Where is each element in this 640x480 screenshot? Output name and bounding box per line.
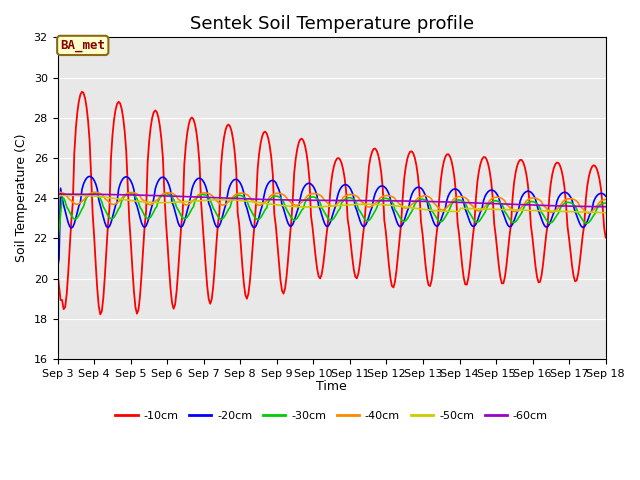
X-axis label: Time: Time [316,380,347,393]
-10cm [239,262,246,268]
-30cm [573,206,580,212]
-40cm [602,196,609,202]
-10cm [296,136,304,142]
-40cm [122,191,130,197]
-40cm [246,194,253,200]
-10cm [602,235,609,240]
-30cm [219,216,227,222]
-20cm [219,214,227,219]
Line: -40cm: -40cm [58,192,605,213]
-10cm [97,312,104,317]
Line: -50cm: -50cm [58,195,605,213]
-20cm [54,265,61,271]
Line: -10cm: -10cm [58,92,605,314]
-50cm [54,193,61,199]
-30cm [89,191,97,196]
-50cm [246,199,253,204]
-50cm [602,210,609,216]
-10cm [78,89,86,95]
Title: Sentek Soil Temperature profile: Sentek Soil Temperature profile [189,15,474,33]
-20cm [122,174,130,180]
-50cm [72,192,80,198]
-30cm [122,192,130,198]
-40cm [54,189,61,195]
-50cm [219,197,227,203]
-40cm [55,189,63,195]
-60cm [602,204,609,210]
-40cm [237,190,244,196]
-60cm [244,196,252,202]
-60cm [236,196,243,202]
-20cm [573,213,580,218]
-20cm [86,173,93,179]
-40cm [585,210,593,216]
-40cm [295,202,303,207]
Y-axis label: Soil Temperature (C): Soil Temperature (C) [15,134,28,263]
-30cm [246,206,253,212]
-10cm [124,184,132,190]
-60cm [54,191,61,197]
-50cm [295,204,303,210]
Line: -60cm: -60cm [58,194,605,207]
Legend: -10cm, -20cm, -30cm, -40cm, -50cm, -60cm: -10cm, -20cm, -30cm, -40cm, -50cm, -60cm [111,406,552,425]
-30cm [54,243,61,249]
-10cm [54,270,61,276]
-50cm [237,198,244,204]
Line: -30cm: -30cm [58,193,605,246]
-10cm [248,260,255,266]
-30cm [602,200,609,206]
-30cm [295,213,303,218]
-60cm [217,195,225,201]
-60cm [121,192,129,198]
-40cm [219,202,227,208]
-10cm [574,271,582,276]
-30cm [237,192,244,198]
-20cm [246,216,253,222]
Line: -20cm: -20cm [58,176,605,268]
-20cm [237,181,244,187]
Text: BA_met: BA_met [60,39,105,52]
-20cm [295,204,303,209]
-50cm [573,209,580,215]
-20cm [602,193,609,199]
-40cm [573,198,580,204]
-60cm [293,197,301,203]
-50cm [122,197,130,203]
-10cm [220,135,228,141]
-60cm [572,204,579,209]
